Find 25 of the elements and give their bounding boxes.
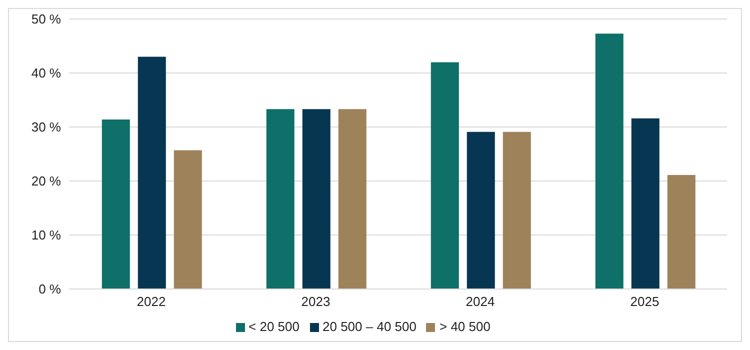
y-tick-label: 10 % bbox=[31, 228, 62, 243]
bar bbox=[631, 118, 660, 289]
bar bbox=[338, 109, 366, 289]
bar bbox=[266, 109, 294, 289]
bar bbox=[595, 34, 624, 289]
bar bbox=[430, 62, 459, 289]
bar bbox=[302, 109, 330, 289]
y-tick-label: 20 % bbox=[31, 174, 62, 189]
y-tick-label: 30 % bbox=[31, 120, 62, 135]
bar bbox=[138, 56, 166, 289]
x-tick-label: 2022 bbox=[136, 294, 166, 310]
bar bbox=[502, 132, 531, 289]
x-tick-label: 2023 bbox=[301, 294, 330, 310]
legend-label: > 40 500 bbox=[439, 319, 490, 334]
bar bbox=[466, 132, 495, 289]
y-tick-label: 40 % bbox=[31, 66, 62, 81]
legend-label: < 20 500 bbox=[248, 319, 300, 334]
y-tick-label: 50 % bbox=[31, 12, 62, 27]
legend-label: 20 500 – 40 500 bbox=[322, 319, 416, 334]
x-tick-label: 2024 bbox=[466, 294, 495, 310]
y-tick-label: 0 % bbox=[38, 282, 62, 297]
x-tick-label: 2025 bbox=[630, 294, 660, 310]
bar bbox=[174, 150, 202, 289]
bar bbox=[102, 119, 130, 289]
bar bbox=[667, 175, 696, 289]
